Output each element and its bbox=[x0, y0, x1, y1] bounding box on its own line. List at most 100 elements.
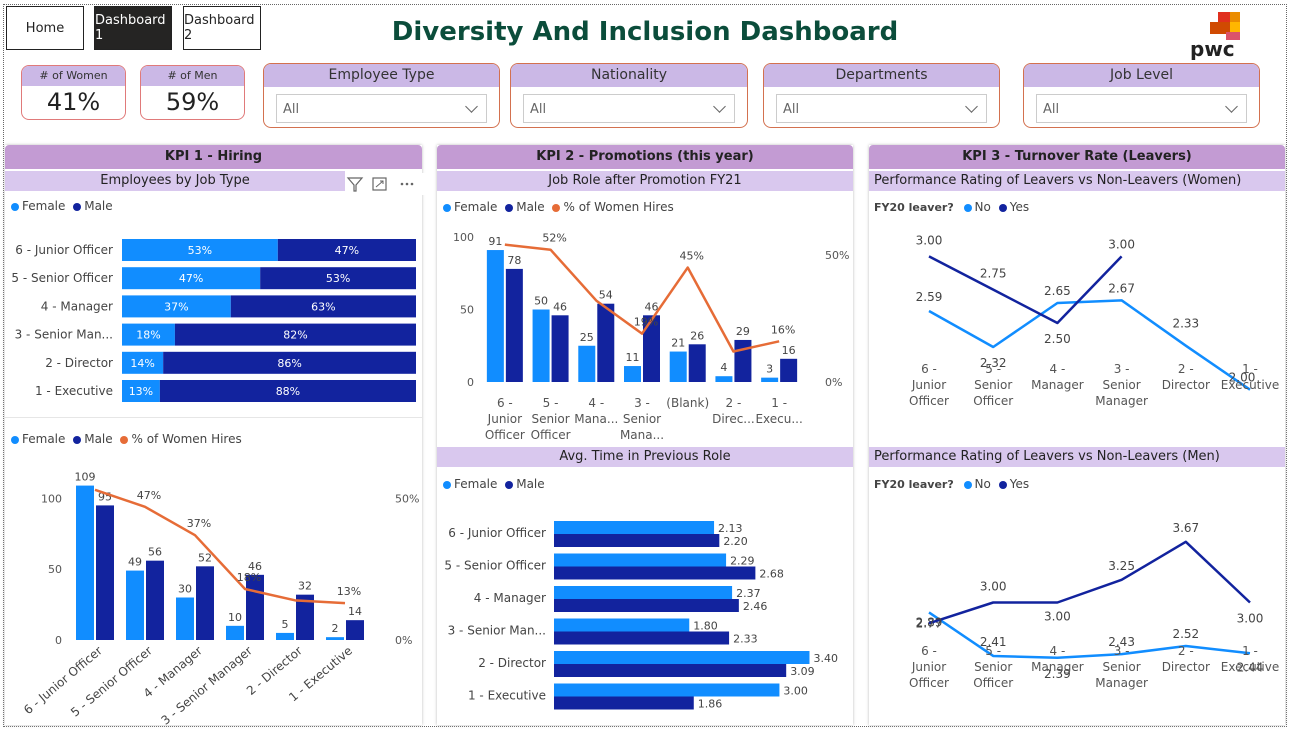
home-button[interactable]: Home bbox=[6, 6, 84, 50]
data-label: 54 bbox=[599, 289, 613, 302]
female-bar bbox=[122, 267, 261, 290]
data-label: 14% bbox=[130, 357, 154, 370]
departments-dropdown[interactable]: All bbox=[776, 94, 987, 123]
category-label: 6 - Junior Officer bbox=[15, 243, 113, 257]
data-label: 3.00 bbox=[980, 580, 1007, 594]
women-hires-line bbox=[504, 243, 780, 353]
yes-series-line bbox=[928, 540, 1251, 625]
kpi2-header: KPI 2 - Promotions (this year) bbox=[437, 145, 853, 169]
female-bar bbox=[326, 637, 344, 640]
data-label: 2.20 bbox=[723, 535, 748, 548]
avg-time-in-previous-role-chart: 6 - Junior Officer 2.132.20 5 - Senior Off… bbox=[444, 521, 838, 711]
data-label: 2.68 bbox=[759, 568, 784, 581]
category-label: 3 - Senior Man... bbox=[15, 328, 113, 342]
data-label: 47% bbox=[179, 272, 203, 285]
chevron-down-icon bbox=[965, 100, 978, 113]
slicer-label: Employee Type bbox=[264, 64, 499, 87]
data-label: 3.00 bbox=[916, 233, 943, 247]
chevron-down-icon bbox=[713, 100, 726, 113]
data-label: 3.67 bbox=[1172, 521, 1199, 535]
data-label: 10 bbox=[228, 611, 242, 624]
chart-legend: Female Male bbox=[11, 199, 117, 213]
women-hires-line bbox=[94, 488, 346, 605]
category-label: 1 -Execu... bbox=[755, 396, 802, 426]
data-label: 25 bbox=[580, 331, 594, 344]
data-label: 3.25 bbox=[1108, 559, 1135, 573]
report-canvas bbox=[3, 4, 1287, 727]
data-label: 11 bbox=[626, 351, 640, 364]
dashboard-1-button[interactable]: Dashboard 1 bbox=[94, 6, 172, 50]
card-value: 59% bbox=[165, 88, 220, 116]
data-label: 2.33 bbox=[733, 633, 758, 646]
category-label: 5 -Senior Officer bbox=[531, 396, 571, 442]
chart-title: Performance Rating of Leavers vs Non-Lea… bbox=[869, 171, 1285, 191]
female-bar bbox=[715, 376, 733, 382]
category-label: 1 -Executive bbox=[1221, 362, 1279, 392]
female-bar bbox=[76, 485, 94, 640]
kpi2-panel: KPI 2 - Promotions (this year) Job Role … bbox=[437, 145, 853, 725]
data-label: 91 bbox=[488, 235, 502, 248]
chart-legend: Female Male % of Women Hires bbox=[443, 200, 678, 214]
dashboard-2-button[interactable]: Dashboard 2 bbox=[183, 6, 261, 50]
female-bar bbox=[624, 366, 641, 382]
female-bar bbox=[122, 323, 175, 346]
data-label: 3.00 bbox=[1044, 610, 1071, 624]
more-options-icon[interactable] bbox=[400, 182, 414, 186]
line-data-label: 52% bbox=[542, 232, 566, 245]
female-bar bbox=[578, 345, 596, 382]
data-label: 52 bbox=[198, 551, 212, 564]
data-label: 2.37 bbox=[736, 587, 761, 600]
card-value: 41% bbox=[46, 88, 101, 116]
data-label: 2.39 bbox=[1044, 667, 1071, 681]
line-data-label: 19% bbox=[634, 316, 658, 329]
category-label: 2 - Director bbox=[45, 356, 113, 370]
category-label: 6 - Junior Officer bbox=[448, 526, 546, 540]
male-bar bbox=[277, 239, 416, 261]
data-label: 50 bbox=[534, 295, 548, 308]
data-label: 56 bbox=[148, 546, 162, 559]
nationality-dropdown[interactable]: All bbox=[523, 94, 735, 123]
employee-type-slicer[interactable]: Employee Type All bbox=[263, 63, 500, 128]
data-label: 2.33 bbox=[1172, 317, 1199, 331]
y-tick-label: 50 bbox=[48, 563, 62, 576]
category-label: 1 - Executive bbox=[35, 384, 113, 398]
category-label: 2 -Director bbox=[1162, 362, 1210, 392]
y-tick-label: 0 bbox=[467, 376, 474, 389]
line-data-label: 16% bbox=[771, 323, 795, 336]
data-label: 5 bbox=[282, 618, 289, 631]
female-bar bbox=[554, 651, 810, 664]
kpi3-panel: KPI 3 - Turnover Rate (Leavers) Performa… bbox=[869, 145, 1285, 725]
female-bar bbox=[532, 309, 550, 382]
category-label: 3 - Senior Man... bbox=[448, 624, 546, 638]
data-label: 2.00 bbox=[1229, 371, 1256, 385]
male-bar bbox=[146, 560, 164, 640]
data-label: 3.00 bbox=[783, 685, 808, 698]
y2-tick-label: 50% bbox=[825, 249, 849, 262]
data-label: 63% bbox=[311, 300, 335, 313]
job-level-slicer[interactable]: Job Level All bbox=[1023, 63, 1260, 128]
category-label: 4 -Manager bbox=[1031, 644, 1084, 674]
data-label: 2.13 bbox=[718, 522, 743, 535]
y2-tick-label: 50% bbox=[395, 492, 419, 505]
data-label: 53% bbox=[326, 272, 350, 285]
male-bar bbox=[296, 594, 314, 640]
data-label: 2.67 bbox=[1108, 281, 1135, 295]
male-bar bbox=[159, 380, 416, 402]
female-bar bbox=[554, 683, 780, 697]
employee-type-dropdown[interactable]: All bbox=[276, 94, 487, 123]
data-label: 32 bbox=[298, 580, 312, 593]
category-label: 4 -Mana... bbox=[574, 396, 618, 426]
female-bar bbox=[554, 553, 727, 567]
female-bar bbox=[126, 570, 144, 640]
departments-slicer[interactable]: Departments All bbox=[763, 63, 1000, 128]
nationality-slicer[interactable]: Nationality All bbox=[510, 63, 748, 128]
male-bar bbox=[505, 268, 523, 382]
focus-mode-icon[interactable] bbox=[372, 177, 387, 191]
chart-legend: FY20 leaver? No Yes bbox=[874, 200, 1030, 214]
job-level-dropdown[interactable]: All bbox=[1036, 94, 1247, 123]
female-bar bbox=[122, 295, 231, 318]
filter-icon[interactable] bbox=[346, 177, 364, 192]
y2-tick-label: 0% bbox=[395, 634, 412, 647]
category-label: 6 -Junior Officer bbox=[909, 362, 949, 408]
data-label: 3.00 bbox=[1108, 237, 1135, 251]
